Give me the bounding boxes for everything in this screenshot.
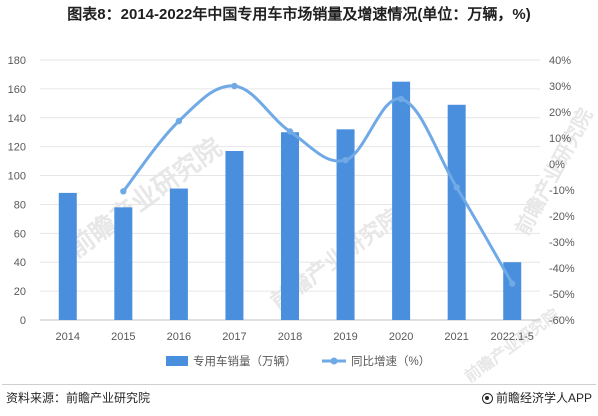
right-axis-tick: 10% xyxy=(549,133,571,145)
left-axis-tick: 100 xyxy=(8,171,26,183)
left-axis-tick: 140 xyxy=(8,113,26,125)
bar-2020 xyxy=(392,81,411,321)
legend: 专用车销量（万辆） 同比增速（%） xyxy=(166,354,430,368)
legend-label-bar: 专用车销量（万辆） xyxy=(193,354,297,368)
bar-2014 xyxy=(58,192,77,320)
bar-2016 xyxy=(169,188,188,320)
x-axis-tick: 2017 xyxy=(222,331,246,343)
x-axis-tick: 2015 xyxy=(111,331,135,343)
right-axis-tick: 20% xyxy=(549,107,571,119)
growth-point-2021 xyxy=(453,184,460,191)
x-axis-labels: 2014 2015 2016 2017 2018 2019 2020 2021 2022.1-5 xyxy=(56,331,534,343)
left-axis-labels: 0 20 40 60 80 100 120 140 160 180 xyxy=(8,55,26,327)
brand-text: 前瞻经济学人APP xyxy=(495,391,592,405)
right-axis-tick: 40% xyxy=(549,55,571,67)
brand-logo-icon xyxy=(481,393,493,404)
growth-point-2015 xyxy=(120,188,127,195)
x-axis-tick: 2014 xyxy=(56,331,80,343)
legend-swatch-marker xyxy=(330,357,338,365)
growth-point-2019 xyxy=(342,156,349,164)
growth-point-2020 xyxy=(397,95,405,103)
left-axis-tick: 80 xyxy=(14,199,26,211)
right-axis-labels: -60% -50% -40% -30% -20% -10% 0% 10% 20% 30% 40% xyxy=(549,55,575,327)
bar-2017 xyxy=(225,151,244,320)
left-axis-tick: 0 xyxy=(20,315,26,327)
left-axis-tick: 20 xyxy=(14,286,26,298)
left-axis-tick: 160 xyxy=(8,84,26,96)
chart-title: 图表8：2014-2022年中国专用车市场销量及增速情况(单位：万辆，%) xyxy=(67,6,531,23)
x-axis-tick: 2018 xyxy=(278,331,302,343)
left-axis-tick: 40 xyxy=(14,257,26,269)
x-axis-tick: 2021 xyxy=(444,331,468,343)
bar-2021 xyxy=(447,104,466,321)
growth-point-2016 xyxy=(175,117,183,125)
x-axis-tick: 2022.1-5 xyxy=(491,331,534,343)
line-series xyxy=(120,82,516,287)
growth-point-2018 xyxy=(286,128,294,135)
brand-label: 前瞻经济学人APP xyxy=(481,389,592,406)
right-axis-tick: -50% xyxy=(549,289,575,301)
bar-2015 xyxy=(114,207,133,320)
bar-2019 xyxy=(336,129,355,320)
x-axis-tick: 2019 xyxy=(333,331,357,343)
right-axis-tick: -20% xyxy=(549,211,575,223)
source-text: 资料来源：前瞻产业研究院 xyxy=(6,391,151,405)
growth-point-2022.1-5 xyxy=(509,280,516,287)
right-axis-tick: -60% xyxy=(549,315,575,327)
legend-label-line: 同比增速（%） xyxy=(351,354,430,368)
bar-series xyxy=(58,81,522,321)
x-axis-tick: 2020 xyxy=(389,331,413,343)
legend-swatch-bar xyxy=(166,356,188,366)
right-axis-tick: -10% xyxy=(549,185,575,197)
bar-2018 xyxy=(281,132,299,320)
growth-point-2017 xyxy=(231,82,238,90)
left-axis-tick: 60 xyxy=(14,228,26,240)
left-axis-tick: 180 xyxy=(8,55,26,67)
right-axis-tick: 0% xyxy=(549,159,565,171)
left-axis-tick: 120 xyxy=(8,142,26,154)
right-axis-tick: 30% xyxy=(549,81,571,93)
footer-divider xyxy=(2,384,596,385)
x-axis-tick: 2016 xyxy=(167,331,191,343)
right-axis-tick: -30% xyxy=(549,237,575,249)
watermark-text: 前瞻产业研究院 xyxy=(62,132,227,264)
right-axis-tick: -40% xyxy=(549,263,575,275)
